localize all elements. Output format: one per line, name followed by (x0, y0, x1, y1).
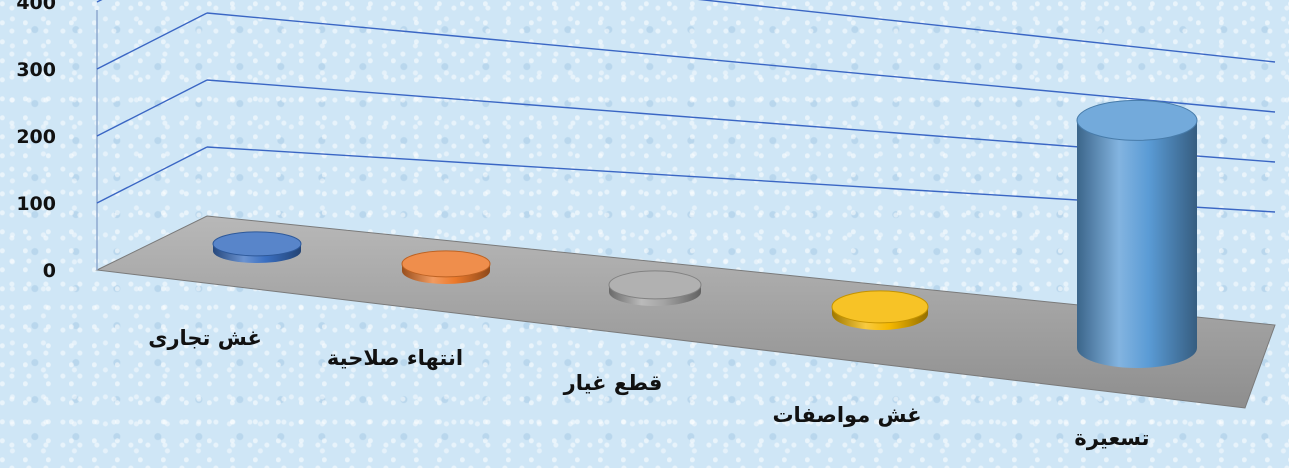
bar-top (1076, 99, 1198, 141)
y-tick-label: 400 (16, 0, 56, 14)
gridline-side (96, 79, 208, 137)
bar-4 (831, 290, 929, 330)
y-tick-label: 200 (16, 126, 56, 148)
y-tick-label: 100 (16, 193, 56, 215)
bar-1 (212, 231, 302, 263)
bar-3 (608, 270, 702, 306)
y-tick-label: 300 (16, 59, 56, 81)
category-label: قطع غيار (563, 371, 663, 395)
category-label: غش تجارى (148, 326, 262, 350)
gridline-side (96, 146, 208, 204)
gridline (697, 0, 1276, 63)
bar-top (212, 231, 302, 257)
chart-floor (95, 215, 1276, 409)
bar-top (608, 270, 702, 300)
gridline-side (96, 0, 103, 3)
category-label: انتهاء صلاحية (327, 346, 463, 370)
gridline (206, 12, 1276, 113)
bar-5 (1076, 99, 1198, 368)
bar-top (401, 250, 491, 278)
category-label: تسعيرة (1074, 426, 1149, 450)
bar-top (831, 290, 929, 324)
category-label: غش مواصفات (772, 403, 921, 427)
bar-body (1077, 120, 1197, 368)
gridline-side (96, 12, 208, 70)
bar-2 (401, 250, 491, 284)
y-tick-label: 0 (43, 260, 56, 282)
